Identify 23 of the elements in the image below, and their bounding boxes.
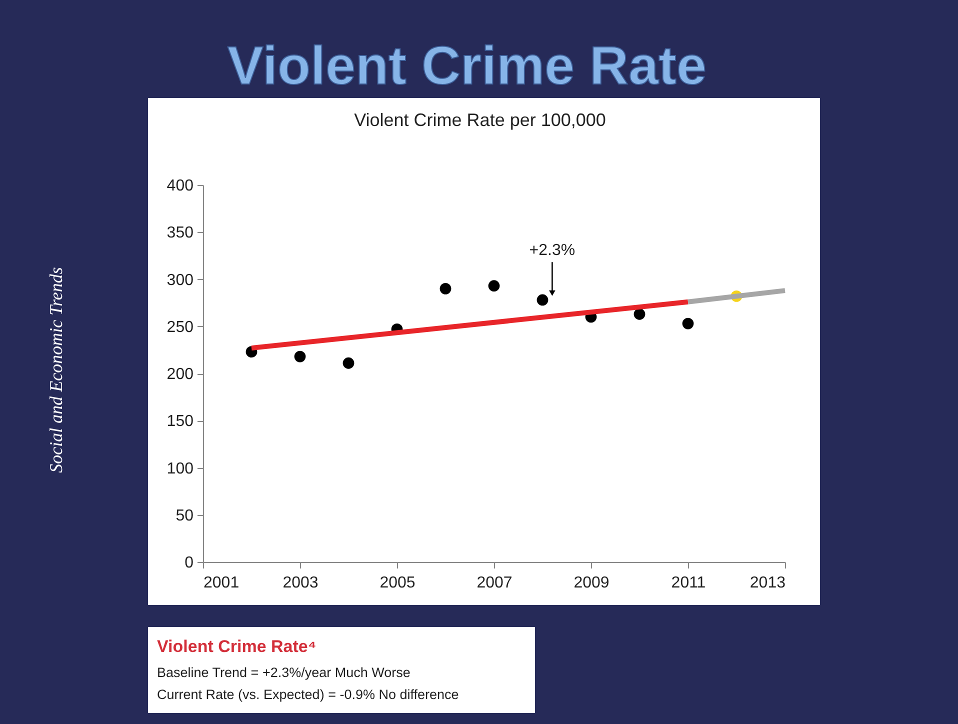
y-tick-label: 300 [166, 272, 194, 289]
y-tick-label: 250 [166, 318, 194, 336]
chart-subtitle: Violent Crime Rate per 100,000 [354, 110, 606, 130]
y-tick-label: 350 [166, 224, 194, 242]
y-tick-label: 100 [166, 460, 194, 478]
x-tick-label: 2005 [380, 574, 416, 592]
x-tick-label: 2003 [282, 574, 318, 592]
x-tick-label: 2007 [476, 574, 512, 592]
x-tick-label: 2001 [204, 574, 240, 592]
annotation: +2.3% [529, 242, 576, 260]
y-tick-label: 50 [176, 507, 194, 524]
y-tick-label: 150 [166, 413, 194, 430]
text: Baseline Trend = +2.3%/year Much Worse [157, 665, 410, 680]
text: Current Rate (vs. Expected) = -0.9% No difference [157, 687, 459, 702]
text: Social and Economic Trends [46, 267, 66, 473]
x-tick-label: 2011 [671, 574, 706, 592]
y-tick-label: 0 [184, 554, 194, 572]
y-tick-label: 200 [166, 366, 194, 383]
x-tick-label: 2013 [750, 574, 786, 592]
x-tick-label: 2009 [574, 574, 610, 592]
text: Violent Crime Rate⁴ [157, 637, 316, 656]
y-tick-label: 400 [166, 178, 194, 194]
chart-title: Violent Crime Rate [227, 36, 707, 96]
